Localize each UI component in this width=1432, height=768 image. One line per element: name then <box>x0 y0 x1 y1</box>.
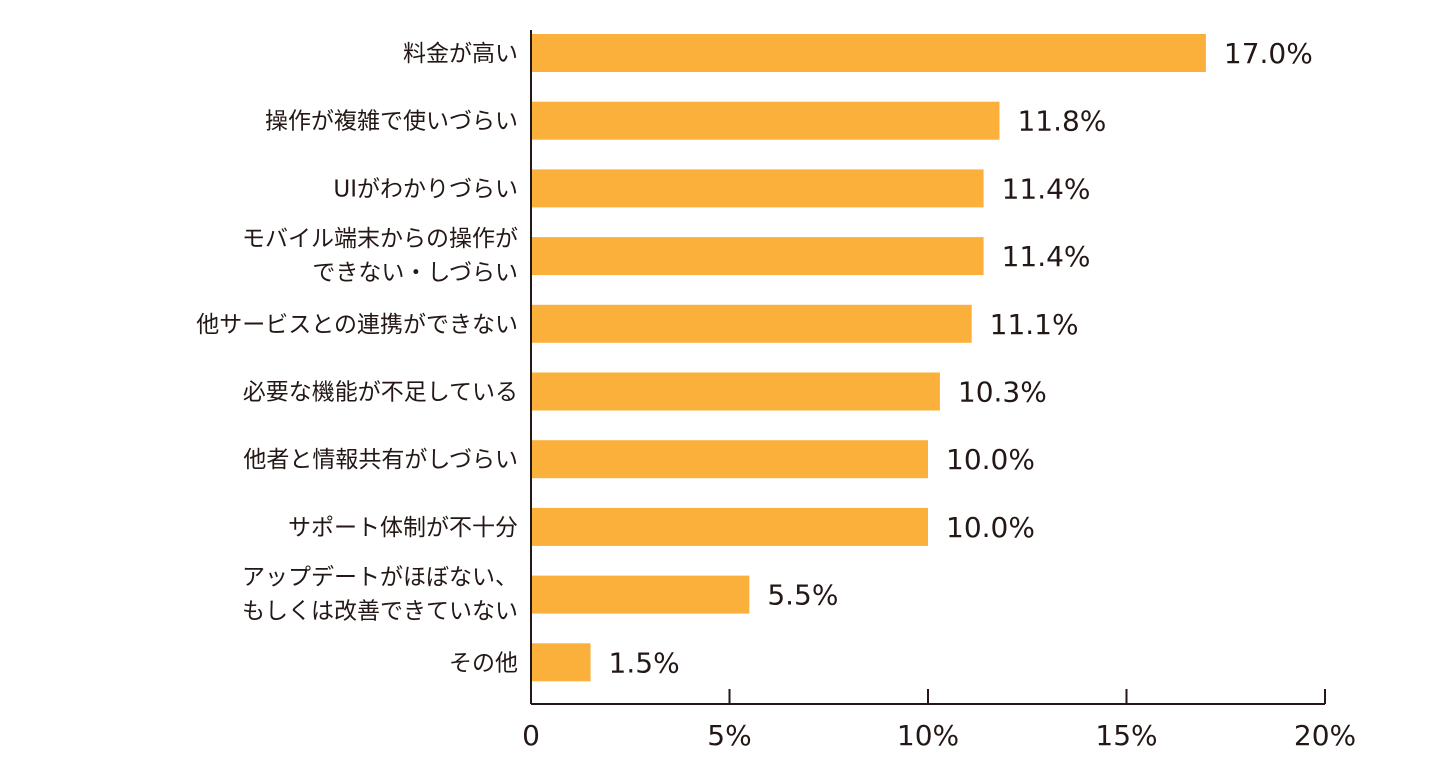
category-label-5: 必要な機能が不足している <box>243 380 518 406</box>
value-label-2: 11.4% <box>1002 172 1091 205</box>
value-label-7: 10.0% <box>946 511 1035 544</box>
category-label-2: UIがわかりづらい <box>333 176 518 202</box>
axes-group <box>530 30 1326 705</box>
category-label-8-line1: アップデートがほぼない、 <box>242 565 518 591</box>
bar-8 <box>531 575 750 614</box>
value-label-3: 11.4% <box>1002 240 1091 273</box>
x-tick-label-0: 0 <box>522 719 540 752</box>
bar-9 <box>531 643 591 682</box>
value-label-6: 10.0% <box>946 443 1035 476</box>
category-label-9: その他 <box>449 650 518 676</box>
x-tick-label-3: 15% <box>1095 719 1157 752</box>
labels-group: 17.0% 料金が高い 11.8% 操作が複雑で使いづらい 11.4% UIがわかりづらい… <box>196 37 1356 752</box>
value-label-0: 17.0% <box>1224 37 1313 70</box>
bar-1 <box>531 101 1000 140</box>
category-label-8-line2: もしくは改善できていない <box>242 599 518 625</box>
category-label-4: 他サービスとの連携ができない <box>196 312 518 338</box>
category-label-3-line2: できない・しづらい <box>312 260 518 286</box>
value-label-1: 11.8% <box>1017 105 1106 138</box>
x-tick-label-2: 10% <box>897 719 959 752</box>
x-tick-label-1: 5% <box>707 719 751 752</box>
category-label-0: 料金が高い <box>403 41 518 67</box>
value-label-8: 5.5% <box>767 579 838 612</box>
bar-4 <box>531 304 972 343</box>
bar-5 <box>531 372 940 411</box>
category-label-7: サポート体制が不十分 <box>288 515 518 541</box>
bars-group <box>531 34 1206 682</box>
bar-6 <box>531 440 928 479</box>
x-tick-label-4: 20% <box>1294 719 1356 752</box>
value-label-5: 10.3% <box>958 376 1047 409</box>
category-label-6: 他者と情報共有がしづらい <box>243 447 518 473</box>
bar-2 <box>531 169 984 208</box>
value-label-4: 11.1% <box>990 308 1079 341</box>
category-label-1: 操作が複雑で使いづらい <box>265 109 518 135</box>
bar-0 <box>531 34 1206 72</box>
category-label-3-line1: モバイル端末からの操作が <box>242 226 518 252</box>
bar-7 <box>531 507 928 546</box>
bar-3 <box>531 237 984 276</box>
value-label-9: 1.5% <box>609 646 680 679</box>
